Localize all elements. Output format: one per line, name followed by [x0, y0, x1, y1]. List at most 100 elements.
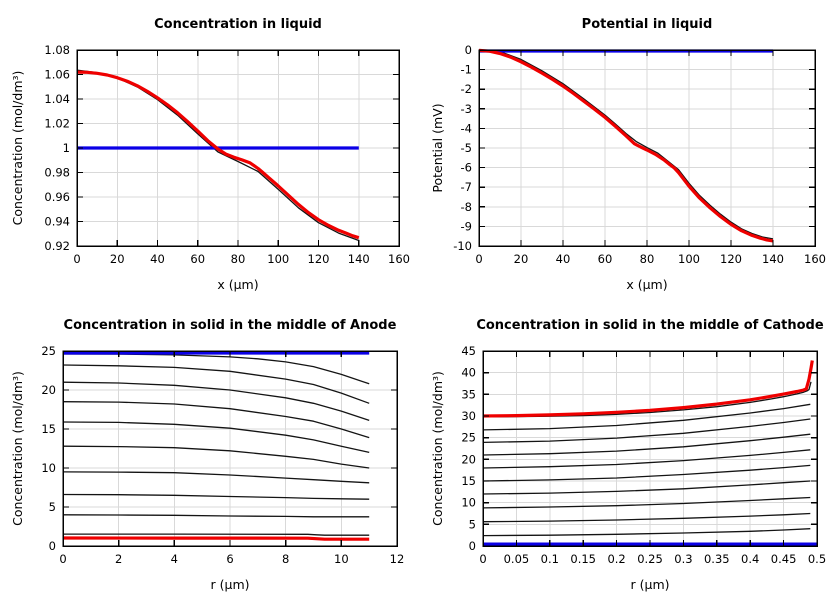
- x-tick-label: 60: [598, 252, 613, 266]
- x-tick-label: 160: [804, 252, 826, 266]
- series-previous-step: [478, 49, 774, 240]
- series-snapshot-9: [482, 512, 811, 523]
- series-snapshot-10: [63, 533, 370, 536]
- chart-potential-in-liquid: 0 20 40 60 80 100 120 140 160 -10 -9 -8 -7 -6 -5 -4 -3 -2…: [420, 0, 840, 300]
- x-tick-label: 100: [678, 252, 700, 266]
- y-axis-label: Concentration (mol/dm³): [430, 371, 445, 526]
- y-tick-label: 30: [461, 409, 476, 423]
- x-tick-label: 160: [388, 252, 410, 266]
- y-tick-label: 1.02: [44, 117, 70, 131]
- y-tick-label: 10: [461, 496, 476, 510]
- y-tick-label: -1: [461, 63, 472, 77]
- series-final: [76, 70, 360, 240]
- series-snapshot-5: [482, 449, 811, 469]
- series-snapshot-7: [482, 480, 811, 495]
- x-tick-label: 0: [475, 252, 482, 266]
- y-tick-label: 5: [49, 500, 56, 514]
- y-tick-label: 20: [41, 383, 56, 397]
- x-tick-label: 2: [115, 552, 122, 566]
- x-tick-label: 12: [390, 552, 405, 566]
- x-tick-label: 40: [150, 252, 165, 266]
- y-tick-label: -4: [461, 121, 472, 135]
- y-tick-label: -8: [461, 200, 472, 214]
- y-tick-label: -5: [461, 141, 472, 155]
- x-tick-label: 8: [282, 552, 289, 566]
- x-tick-label: 0.1: [541, 552, 559, 566]
- y-tick-label: 15: [41, 422, 56, 436]
- series-snapshot-9: [62, 514, 370, 518]
- y-tick-label: -9: [461, 219, 472, 233]
- series-snapshot-8: [62, 493, 370, 500]
- series-final: [482, 360, 814, 418]
- y-tick-label: 25: [461, 431, 476, 445]
- x-tick-label: 80: [640, 252, 655, 266]
- x-tick-label: 140: [762, 252, 784, 266]
- y-tick-label: 45: [461, 344, 476, 358]
- y-tick-label: 1.08: [44, 43, 70, 57]
- series-snapshot-7: [62, 471, 370, 484]
- x-tick-label: 10: [334, 552, 349, 566]
- y-tick-label: 20: [461, 452, 476, 466]
- x-tick-label: 80: [231, 252, 246, 266]
- chart-svg-potential-in-liquid: 0 20 40 60 80 100 120 140 160-10-9-8-7-6-5-4-3-2…: [430, 17, 826, 292]
- x-tick-label: 20: [514, 252, 529, 266]
- x-axis-label: x (μm): [626, 277, 667, 292]
- x-tick-label: 0.5: [808, 552, 826, 566]
- y-tick-label: 15: [461, 474, 476, 488]
- y-tick-label: 5: [469, 517, 476, 531]
- y-tick-label: -2: [461, 82, 472, 96]
- series-snapshot-6: [62, 445, 370, 469]
- y-tick-label: 0.92: [44, 239, 70, 253]
- x-tick-label: 0: [59, 552, 66, 566]
- x-tick-label: 40: [556, 252, 571, 266]
- y-tick-label: 1.04: [44, 92, 70, 106]
- series-snapshot-2: [62, 364, 370, 404]
- series-snapshot-3: [62, 381, 370, 422]
- chart-concentration-in-liquid: 0 20 40 60 80 100 120 140 160 0.92 0.94 0.96 0.98 1 1.…: [0, 0, 420, 300]
- y-tick-label: 0.96: [44, 190, 70, 204]
- y-axis-label: Potential (mV): [430, 103, 445, 192]
- series-final: [478, 48, 774, 243]
- y-tick-label: 35: [461, 387, 476, 401]
- y-tick-label: 1.06: [44, 68, 70, 82]
- x-tick-label: 140: [348, 252, 370, 266]
- chart-title: Potential in liquid: [582, 17, 713, 32]
- series-snapshot-5: [62, 421, 370, 454]
- chart-title: Concentration in solid in the middle of …: [64, 318, 397, 333]
- x-tick-label: 6: [226, 552, 233, 566]
- y-axis-label: Concentration (mol/dm³): [10, 71, 25, 226]
- y-tick-label: 1: [63, 141, 70, 155]
- x-tick-label: 0: [73, 252, 80, 266]
- x-tick-label: 0.3: [674, 552, 692, 566]
- y-tick-label: 40: [461, 366, 476, 380]
- chart-concentration-solid-cathode: 0 0.05 0.1 0.15 0.2 0.25 0.3 0.35 0.4 0.45 0.5 0 5 10…: [420, 300, 840, 600]
- x-tick-label: 4: [171, 552, 178, 566]
- y-tick-label: 0: [465, 43, 472, 57]
- y-tick-label: 0: [469, 539, 476, 553]
- series-previous-step: [76, 69, 360, 242]
- chart-concentration-solid-anode: 0 2 4 6 8 10 12 0 5 10 15 20 25 Concentration in soli…: [0, 300, 420, 600]
- y-tick-label: 0.94: [44, 215, 70, 229]
- y-tick-label: -7: [461, 180, 472, 194]
- y-tick-label: 0.98: [44, 166, 70, 180]
- x-tick-label: 100: [267, 252, 289, 266]
- y-tick-label: -6: [461, 161, 472, 175]
- x-tick-label: 20: [110, 252, 125, 266]
- x-tick-label: 0: [479, 552, 486, 566]
- chart-title: Concentration in liquid: [154, 17, 322, 32]
- series-final: [62, 536, 370, 541]
- x-axis-label: x (μm): [217, 277, 258, 292]
- x-axis-label: r (μm): [211, 577, 250, 592]
- x-tick-label: 0.2: [607, 552, 625, 566]
- x-tick-label: 0.05: [504, 552, 530, 566]
- chart-svg-concentration-solid-anode: 0 2 4 6 8 10 12 0 5 10 15 20 25 Concentration in soli…: [10, 318, 405, 592]
- x-tick-label: 60: [190, 252, 205, 266]
- series-snapshot-4: [62, 401, 370, 439]
- x-axis-label: r (μm): [631, 577, 670, 592]
- x-tick-label: 120: [308, 252, 330, 266]
- x-tick-label: 0.35: [704, 552, 730, 566]
- y-tick-label: -3: [461, 102, 472, 116]
- series-snapshot-8: [482, 496, 811, 509]
